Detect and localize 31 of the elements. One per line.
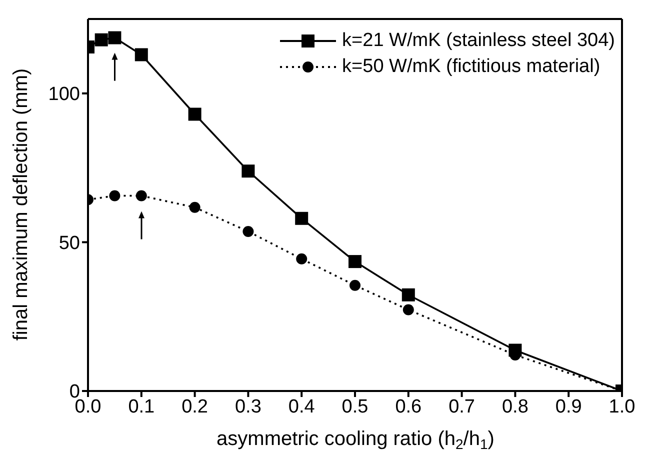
point (242, 226, 254, 237)
y-axis-title: final maximum deflection (mm) (10, 68, 32, 341)
point (188, 108, 202, 121)
x-tick-label: 0.5 (342, 396, 368, 418)
point (350, 280, 360, 291)
x-tick-label: 0.3 (234, 396, 262, 418)
x-tick-label: 0.8 (502, 396, 528, 418)
x-tick-label: 0.9 (555, 396, 582, 418)
point (402, 288, 415, 302)
x-tick-label: 0.7 (448, 396, 476, 418)
legend-label: k=50 W/mK (fictitious material) (342, 55, 600, 79)
point (242, 164, 255, 178)
x-tick-label: 0.1 (128, 396, 155, 418)
point (348, 255, 362, 268)
y-tick-label: 50 (58, 232, 80, 254)
x-tick-label: 1.0 (608, 396, 636, 418)
point (295, 212, 308, 225)
x-tick-label: 0.2 (182, 396, 208, 418)
point (189, 202, 200, 213)
x-tick-label: 0.6 (395, 396, 422, 418)
point (108, 31, 122, 44)
x-tick-label: 0.4 (288, 396, 316, 418)
point (134, 48, 148, 62)
legend-label: k=21 W/mK (stainless steel 304) (342, 29, 615, 53)
y-tick-label: 100 (48, 84, 80, 106)
x-axis-title: asymmetric cooling ratio (h$_{2}$/h$_{1}$) (216, 428, 494, 452)
point (109, 190, 120, 202)
point (94, 33, 108, 46)
point (136, 190, 147, 202)
point (296, 253, 308, 264)
point (402, 304, 414, 316)
